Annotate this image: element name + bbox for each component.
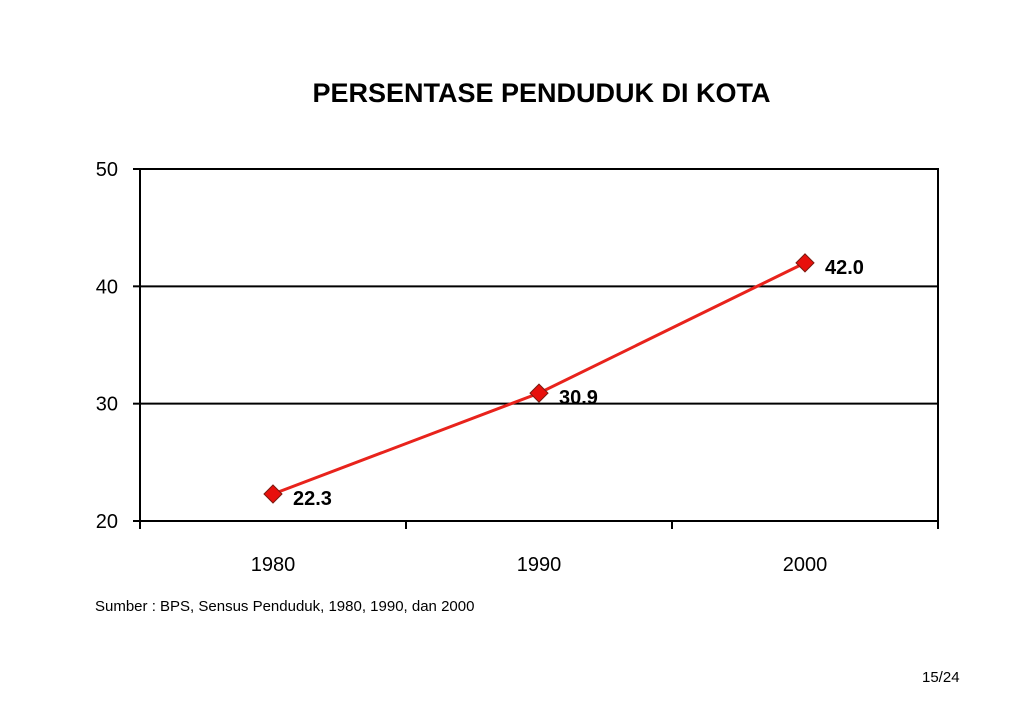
- y-tick-label: 50: [96, 159, 118, 181]
- data-label: 22.3: [293, 488, 332, 510]
- page-number: 15/24: [922, 669, 960, 686]
- y-tick-label: 40: [96, 276, 118, 298]
- series-line: [272, 261, 806, 496]
- data-point-marker: [263, 484, 283, 504]
- y-tick-label: 20: [96, 511, 118, 533]
- chart-title: PERSENTASE PENDUDUK DI KOTA: [312, 78, 771, 108]
- plot-area-frame: [139, 168, 939, 522]
- x-tick-label: 1980: [251, 554, 296, 576]
- y-tick-label: 30: [96, 394, 118, 416]
- x-tick-label: 2000: [783, 554, 828, 576]
- data-point-marker: [795, 253, 815, 273]
- source-note: Sumber : BPS, Sensus Penduduk, 1980, 199…: [95, 598, 475, 615]
- data-label: 42.0: [825, 257, 864, 279]
- data-point-marker: [529, 383, 549, 403]
- data-label: 30.9: [559, 387, 598, 409]
- x-tick-label: 1990: [517, 554, 562, 576]
